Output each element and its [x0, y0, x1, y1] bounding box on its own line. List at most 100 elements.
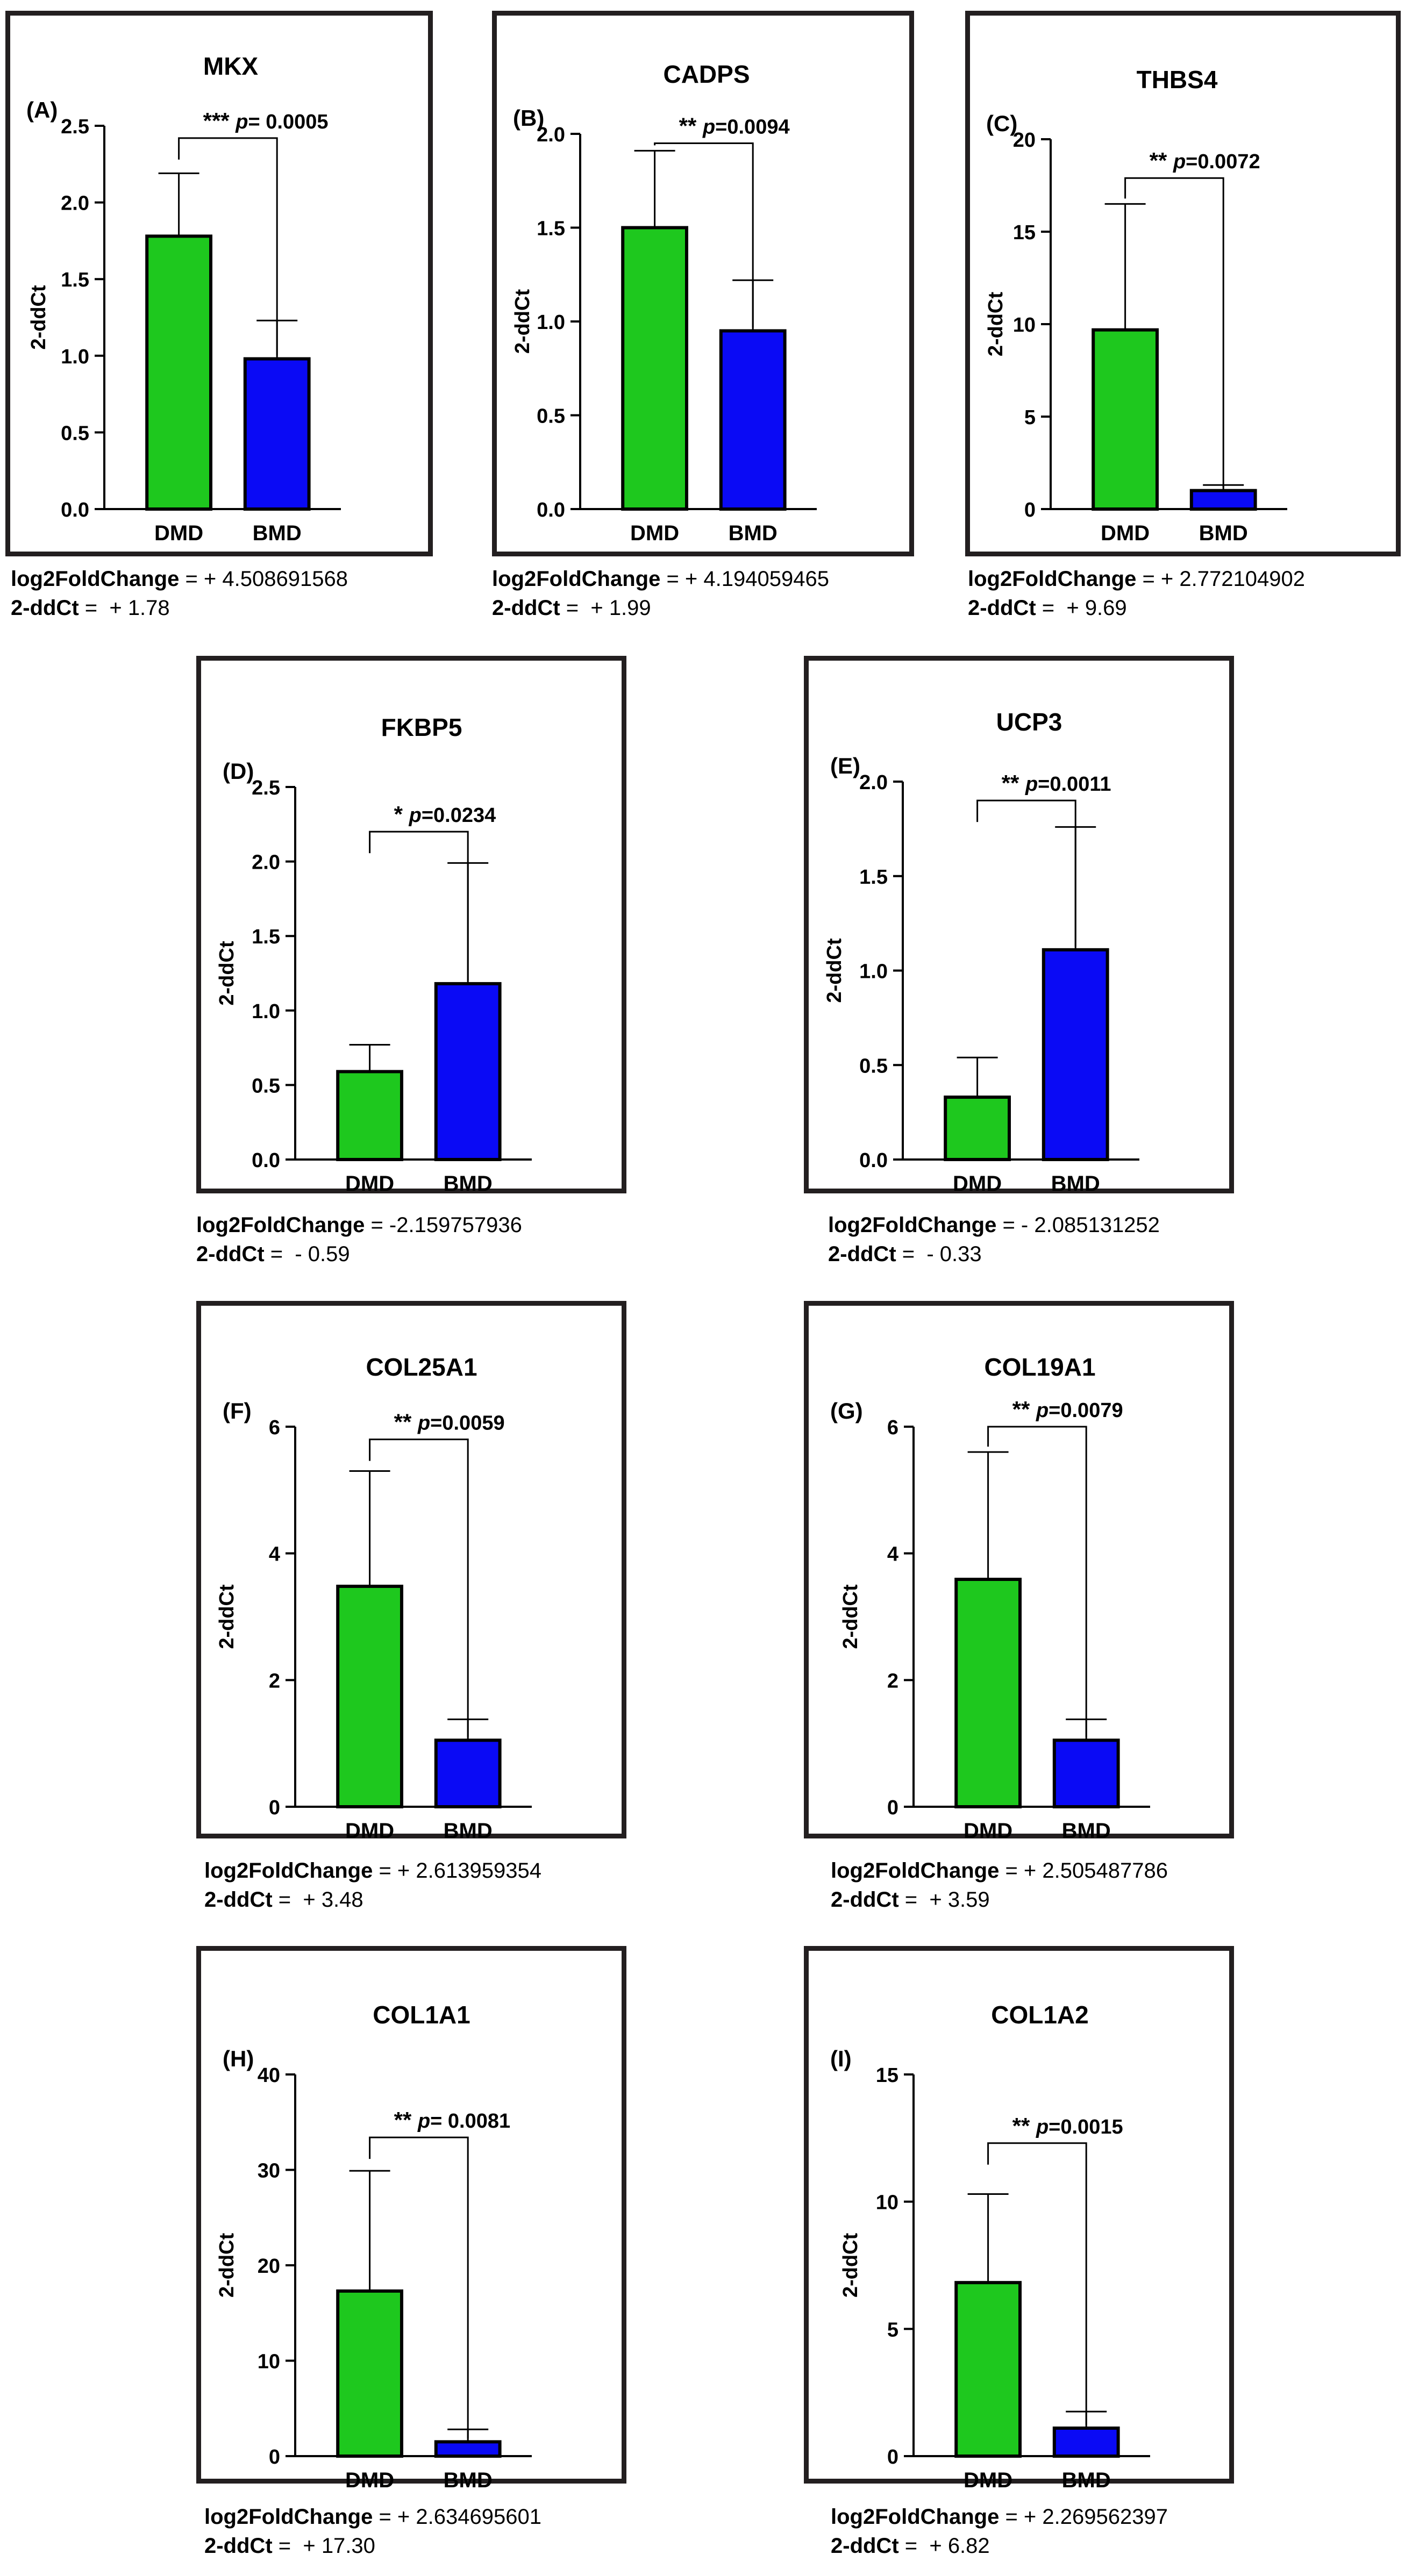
y-tick-label: 2.0	[537, 124, 565, 146]
y-tick-label: 2	[887, 1670, 898, 1692]
significance-bracket	[369, 2136, 469, 2439]
y-tick-label: 6	[887, 1416, 898, 1439]
significance-label: ** p=0.0072	[1150, 148, 1260, 173]
panel-e: UCP3 (E) 2-ddCt 0.0 0.5 1.0 1.5 2.0 DMD BMD ** p=0…	[804, 656, 1234, 1196]
ddct-label: 2-ddCt	[196, 1242, 265, 1266]
ddct-line: 2-ddCt = + 1.78	[11, 593, 348, 622]
y-tick-label: 1.5	[537, 218, 565, 240]
fold-change-label: log2FoldChange	[196, 1213, 365, 1237]
panel-label: (B)	[513, 105, 544, 131]
ddct-value: = - 0.33	[896, 1242, 982, 1266]
significance-stars: **	[1002, 770, 1025, 796]
chart-c: THBS4 (C) 2-ddCt 0 5 10 15 20 DMD BMD ** p=0.0072	[985, 66, 1287, 545]
fold-change-line: log2FoldChange = + 2.613959354	[204, 1856, 541, 1885]
chart-e: UCP3 (E) 2-ddCt 0.0 0.5 1.0 1.5 2.0 DMD BMD ** p=0…	[823, 708, 1139, 1196]
ddct-label: 2-ddCt	[968, 596, 1036, 620]
p-value: =0.0072	[1186, 151, 1260, 173]
p-prefix: p	[702, 116, 715, 138]
caption-a: log2FoldChange = + 4.508691568 2-ddCt = +…	[11, 564, 348, 622]
y-tick-label: 20	[1013, 129, 1036, 152]
significance-bracket	[987, 1426, 1087, 1737]
y-tick-label: 1.5	[859, 866, 888, 889]
significance-label: *** p= 0.0005	[203, 108, 329, 133]
y-tick-label: 2.0	[61, 192, 89, 215]
y-tick-label: 4	[269, 1543, 280, 1566]
ddct-value: = + 9.69	[1036, 596, 1127, 620]
chart-title: UCP3	[996, 708, 1062, 736]
panel-label: (F)	[223, 1398, 252, 1423]
panel-label: (H)	[223, 2046, 254, 2071]
fold-change-label: log2FoldChange	[204, 1859, 373, 1883]
y-tick-label: 2.5	[252, 777, 280, 799]
ddct-label: 2-ddCt	[204, 1888, 273, 1912]
x-tick-label: DMD	[345, 2468, 394, 2492]
fold-change-value: = + 4.508691568	[179, 567, 348, 591]
y-axis-label: 2-ddCt	[511, 289, 534, 354]
p-value: =0.0079	[1049, 1399, 1123, 1422]
y-tick-label: 0	[269, 1797, 280, 1819]
chart-title: THBS4	[1137, 66, 1218, 94]
significance-bracket	[654, 142, 754, 328]
x-tick-label: DMD	[345, 1819, 394, 1843]
y-tick-label: 0.5	[859, 1055, 888, 1077]
y-tick-label: 0.5	[61, 422, 89, 445]
bar-dmd	[336, 2289, 403, 2458]
fold-change-line: log2FoldChange = + 2.269562397	[831, 2502, 1168, 2531]
y-tick-label: 0.0	[61, 499, 89, 521]
panel-b: CADPS (B) 2-ddCt 0.0 0.5 1.0 1.5 2.0 DMD BMD ** p=…	[492, 11, 914, 556]
ddct-line: 2-ddCt = + 9.69	[968, 593, 1305, 622]
significance-bracket	[178, 137, 278, 356]
ddct-label: 2-ddCt	[831, 2534, 899, 2558]
y-axis-label: 2-ddCt	[985, 292, 1007, 357]
x-tick-label: DMD	[630, 521, 679, 545]
bar-bmd	[719, 329, 787, 511]
x-tick-label: DMD	[964, 1819, 1012, 1843]
fold-change-line: log2FoldChange = + 2.505487786	[831, 1856, 1168, 1885]
significance-label: ** p=0.0011	[1002, 770, 1111, 796]
y-tick-label: 0	[1024, 499, 1036, 521]
p-prefix: p	[1036, 2116, 1049, 2138]
chart-title: COL1A1	[373, 2001, 470, 2029]
fold-change-line: log2FoldChange = -2.159757936	[196, 1211, 522, 1240]
significance-label: ** p=0.0094	[679, 113, 790, 138]
ddct-label: 2-ddCt	[11, 596, 79, 620]
y-tick-label: 2	[269, 1670, 280, 1692]
p-value: =0.0094	[715, 116, 789, 138]
fold-change-line: log2FoldChange = + 4.194059465	[492, 564, 829, 593]
x-tick-label: BMD	[729, 521, 778, 545]
y-tick-label: 0	[887, 1797, 898, 1819]
fold-change-value: = + 2.505487786	[999, 1859, 1168, 1883]
ddct-label: 2-ddCt	[831, 1888, 899, 1912]
p-prefix: p	[1173, 151, 1186, 173]
x-tick-label: BMD	[1051, 1172, 1100, 1196]
chart-title: COL19A1	[984, 1353, 1095, 1381]
y-tick-label: 15	[876, 2064, 898, 2087]
ddct-line: 2-ddCt = + 17.30	[204, 2531, 541, 2560]
caption-i: log2FoldChange = + 2.269562397 2-ddCt = +…	[831, 2502, 1168, 2560]
fold-change-line: log2FoldChange = + 2.772104902	[968, 564, 1305, 593]
y-tick-label: 1.0	[252, 1000, 280, 1023]
bar-dmd	[944, 1096, 1011, 1162]
fold-change-label: log2FoldChange	[492, 567, 661, 591]
y-tick-label: 0.0	[859, 1149, 888, 1172]
p-value: =0.0015	[1049, 2116, 1123, 2138]
y-tick-label: 6	[269, 1416, 280, 1439]
caption-f: log2FoldChange = + 2.613959354 2-ddCt = +…	[204, 1856, 541, 1914]
panel-a: MKX (A) 2-ddCt 0.0 0.5 1.0 1.5 2.0 2.5 DMD BMD *** …	[5, 11, 433, 556]
panel-f: COL25A1 (F) 2-ddCt 0 2 4 6 DMD BMD ** p=0.0059	[196, 1301, 626, 1843]
fold-change-label: log2FoldChange	[831, 1859, 1000, 1883]
ddct-value: = + 6.82	[898, 2534, 990, 2558]
y-tick-label: 1.0	[537, 311, 565, 334]
p-value: =0.0011	[1038, 773, 1111, 796]
bar-bmd	[434, 2440, 502, 2458]
panel-label: (C)	[986, 111, 1017, 136]
y-tick-label: 10	[1013, 314, 1036, 337]
chart-g: COL19A1 (G) 2-ddCt 0 2 4 6 DMD BMD ** p=0.0079	[830, 1353, 1150, 1843]
x-tick-label: BMD	[253, 521, 302, 545]
y-tick-label: 0.0	[252, 1149, 280, 1172]
fold-change-value: = + 2.772104902	[1136, 567, 1305, 591]
chart-title: FKBP5	[381, 713, 462, 741]
fold-change-label: log2FoldChange	[831, 2505, 1000, 2529]
ddct-value: = + 1.99	[560, 596, 651, 620]
caption-g: log2FoldChange = + 2.505487786 2-ddCt = +…	[831, 1856, 1168, 1914]
